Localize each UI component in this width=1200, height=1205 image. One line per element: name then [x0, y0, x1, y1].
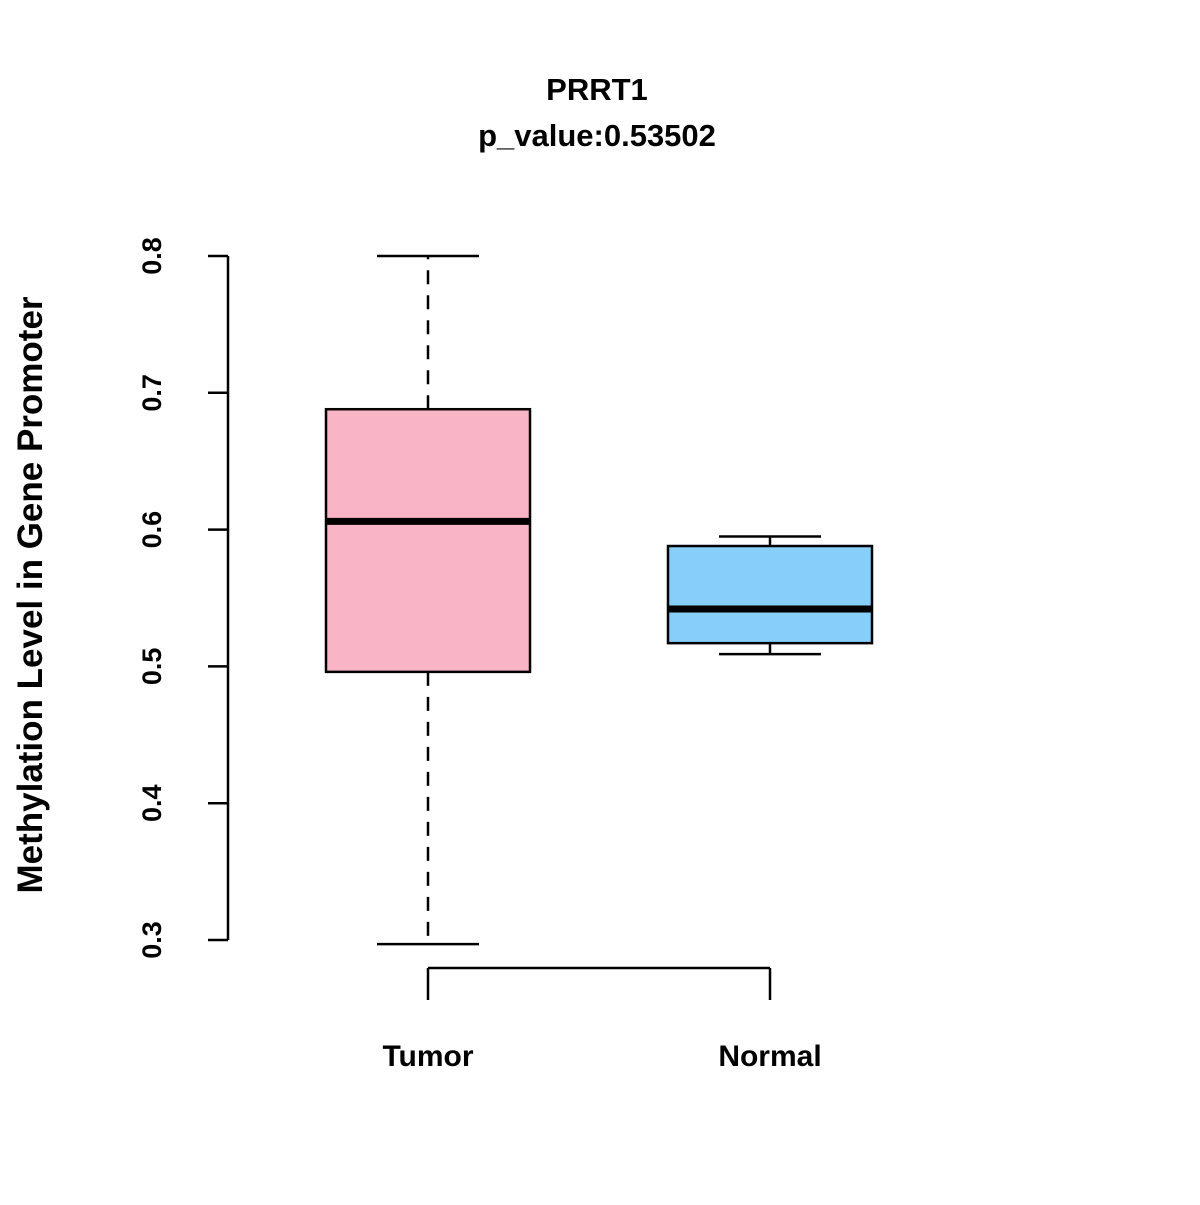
y-axis-label: Methylation Level in Gene Promoter — [11, 296, 50, 893]
x-axis-label-normal: Normal — [718, 1040, 821, 1073]
chart-title: PRRT1 — [546, 72, 648, 107]
y-axis-tick-label: 0.3 — [137, 921, 167, 959]
y-axis-tick-label: 0.6 — [137, 511, 167, 549]
chart-subtitle: p_value:0.53502 — [478, 118, 716, 153]
boxplot-tumor-box — [324, 407, 532, 674]
y-axis-tick-label: 0.7 — [137, 374, 167, 412]
y-axis-tick-label: 0.4 — [137, 784, 167, 822]
x-axis-label-tumor: Tumor — [382, 1040, 473, 1073]
plot-area: 0.3 0.4 0.5 0.6 0.7 0.8 Tumor Normal — [137, 237, 874, 1073]
y-axis-tick-label: 0.5 — [137, 648, 167, 686]
boxplot-normal-box — [666, 544, 874, 645]
y-axis-tick-label: 0.8 — [137, 237, 167, 275]
